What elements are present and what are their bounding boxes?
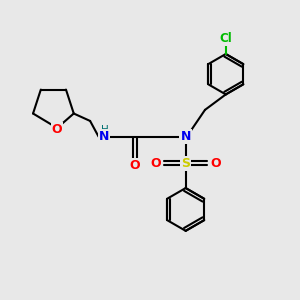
Text: N: N xyxy=(99,130,109,143)
Text: O: O xyxy=(151,157,161,170)
Text: S: S xyxy=(181,157,190,170)
Text: O: O xyxy=(130,159,140,172)
Text: O: O xyxy=(52,123,62,136)
Text: H: H xyxy=(101,125,109,135)
Text: O: O xyxy=(210,157,221,170)
Text: Cl: Cl xyxy=(219,32,232,45)
Text: N: N xyxy=(181,130,191,143)
